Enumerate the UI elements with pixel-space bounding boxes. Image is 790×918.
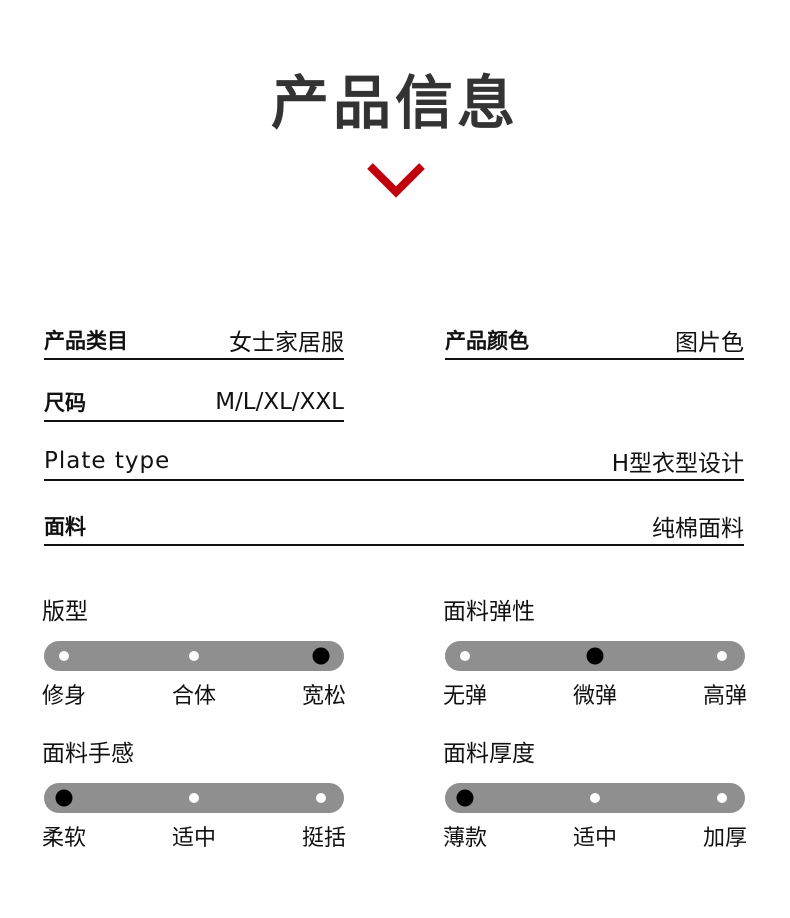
- scale-title: 面料弹性: [443, 599, 535, 625]
- scale-option-label: 宽松: [301, 684, 346, 709]
- scale-title: 面料厚度: [443, 741, 535, 767]
- spec-row: Plate type H型衣型设计: [44, 443, 744, 481]
- scale-labels: 修身 合体 宽松: [42, 678, 346, 710]
- selected-dot: [456, 789, 474, 807]
- spec-label: 面料: [44, 515, 86, 539]
- option-dot: [717, 793, 727, 803]
- scale-option-label: 微弹: [572, 684, 617, 709]
- scale-option-label: 无弹: [443, 684, 488, 709]
- spec-row: 面料 纯棉面料: [44, 508, 744, 546]
- selected-dot: [586, 647, 604, 665]
- spec-row: 尺码 M/L/XL/XXL: [44, 384, 344, 422]
- spec-row: 产品颜色 图片色: [445, 322, 744, 360]
- page-title: 产品信息: [270, 69, 519, 137]
- scale-option-label: 挺括: [301, 826, 346, 851]
- scale-bar: [445, 641, 745, 671]
- spec-label: 产品类目: [44, 329, 128, 353]
- scale-labels: 无弹 微弹 高弹: [443, 678, 747, 710]
- chevron-down-icon: [367, 163, 425, 198]
- scale-option-label: 加厚: [702, 826, 747, 851]
- selected-dot: [55, 789, 73, 807]
- option-dot: [189, 793, 199, 803]
- scale-option-label: 适中: [171, 826, 216, 851]
- scale-option-label: 合体: [171, 684, 216, 709]
- selected-dot: [312, 647, 330, 665]
- scale-labels: 薄款 适中 加厚: [443, 820, 747, 852]
- spec-value: 女士家居服: [229, 330, 344, 356]
- option-dot: [59, 651, 69, 661]
- scale-option-label: 薄款: [443, 826, 488, 851]
- scale-option-label: 适中: [572, 826, 617, 851]
- scale-title: 版型: [42, 599, 88, 625]
- option-dot: [717, 651, 727, 661]
- spec-row: 产品类目 女士家居服: [44, 322, 344, 360]
- option-dot: [460, 651, 470, 661]
- option-dot: [590, 793, 600, 803]
- spec-value: M/L/XL/XXL: [215, 389, 344, 415]
- spec-label: 尺码: [44, 391, 86, 415]
- spec-label: Plate type: [44, 448, 171, 474]
- spec-label: 产品颜色: [445, 329, 529, 353]
- spec-value: H型衣型设计: [611, 451, 744, 477]
- scale-bar: [44, 783, 344, 813]
- spec-value: 图片色: [675, 330, 744, 356]
- spec-value: 纯棉面料: [652, 516, 744, 542]
- scale-labels: 柔软 适中 挺括: [42, 820, 346, 852]
- scale-option-label: 柔软: [42, 826, 87, 851]
- option-dot: [316, 793, 326, 803]
- scale-bar: [44, 641, 344, 671]
- scale-option-label: 修身: [42, 684, 87, 709]
- scale-bar: [445, 783, 745, 813]
- option-dot: [189, 651, 199, 661]
- scale-option-label: 高弹: [702, 684, 747, 709]
- scale-title: 面料手感: [42, 741, 134, 767]
